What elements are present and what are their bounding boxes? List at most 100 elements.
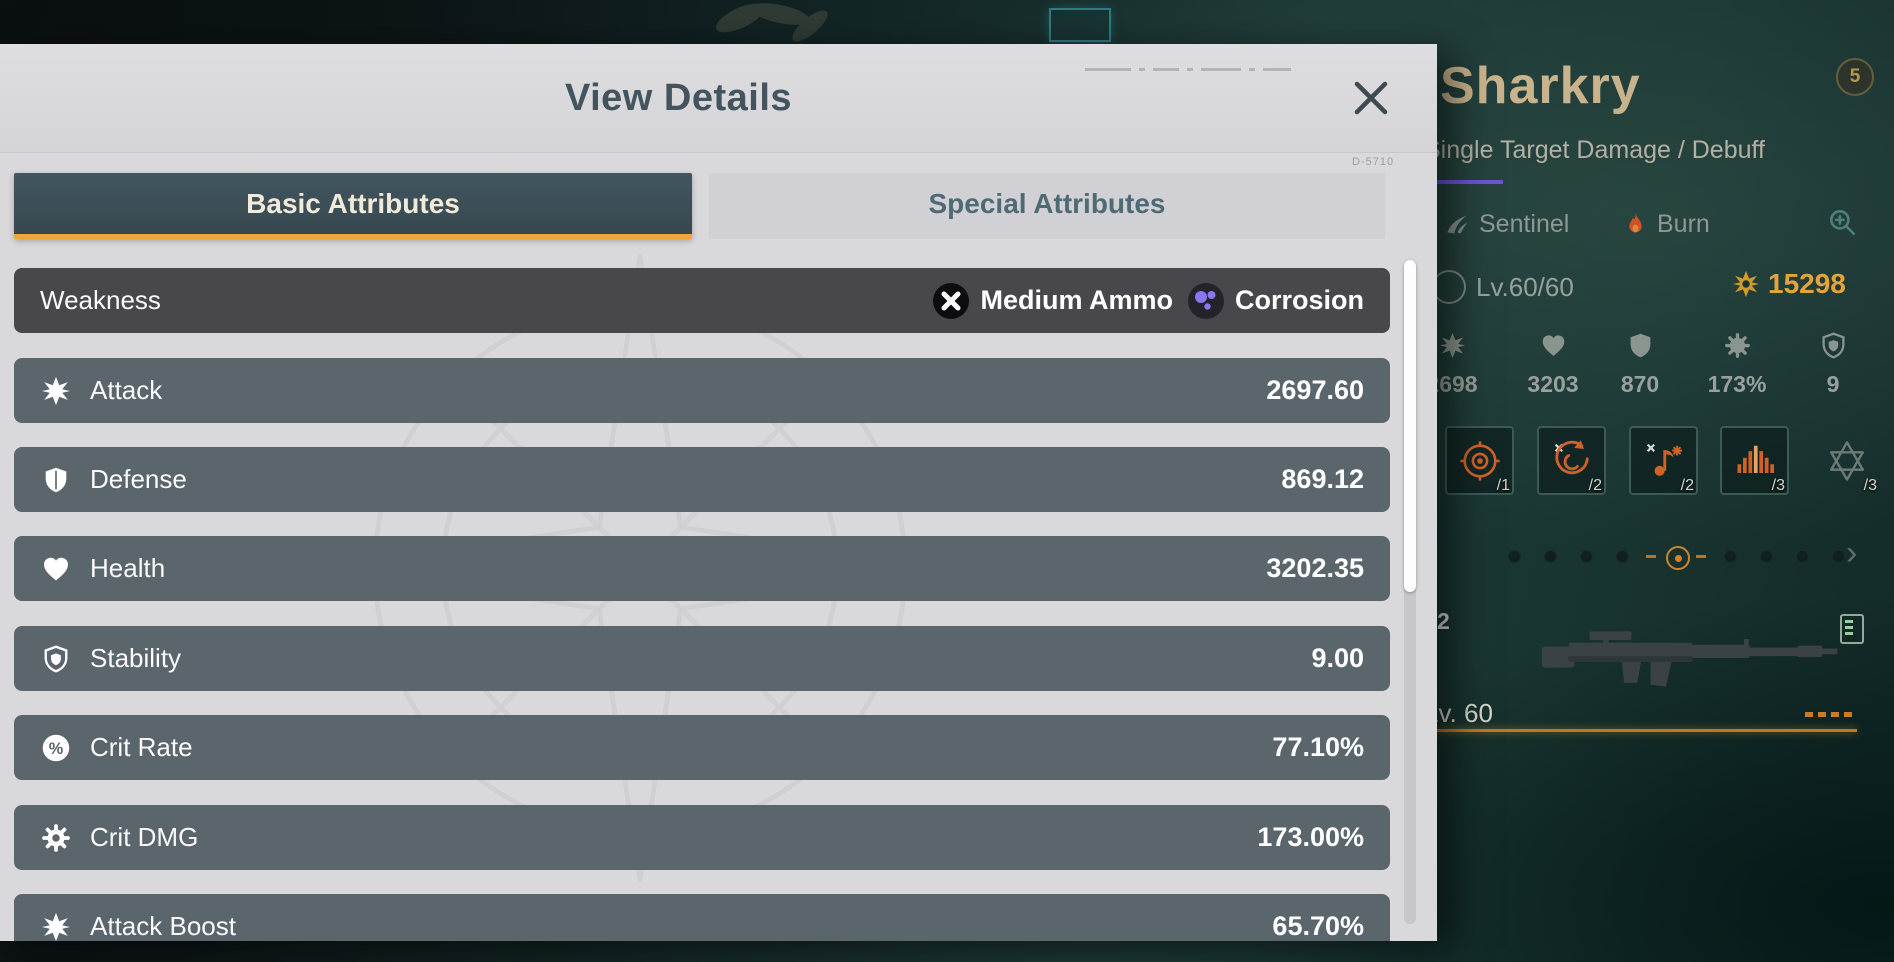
carousel-dot[interactable]	[1544, 550, 1557, 563]
crit-dmg-icon	[40, 822, 72, 854]
health-icon	[40, 553, 72, 585]
attribute-label: Health	[90, 553, 166, 583]
tag-label: Burn	[1657, 210, 1710, 238]
carousel-dot[interactable]	[1760, 550, 1773, 563]
hud-frame-decoration	[1049, 8, 1111, 42]
mod-count: /3	[1771, 477, 1785, 494]
attack-stat-icon	[1439, 332, 1465, 359]
attribute-label: Crit DMG	[90, 822, 199, 852]
attribute-value: 869.12	[1281, 464, 1364, 494]
mod-slot-reticle[interactable]: /1	[1445, 426, 1514, 495]
medium-ammo-icon	[933, 282, 970, 319]
attribute-label: Stability	[90, 643, 182, 673]
attribute-label: Attack Boost	[90, 911, 236, 941]
weapon-chip-icon[interactable]	[1840, 614, 1864, 644]
weakness-row: Weakness Medium Ammo Corrosion	[14, 268, 1390, 333]
tag-label: Sentinel	[1479, 210, 1570, 238]
carousel-active-dash	[1646, 555, 1656, 558]
tab-special-attributes[interactable]: Special Attributes	[709, 173, 1385, 239]
currency-icon	[1732, 270, 1760, 298]
view-details-modal: View Details D-5710 Basic Attribut	[0, 44, 1437, 941]
mod-slot-cyclone[interactable]: /2	[1537, 426, 1606, 495]
weapon-rifle-image[interactable]	[1540, 618, 1845, 700]
currency-display: 15298	[1732, 268, 1846, 300]
attribute-value: 173.00%	[1257, 822, 1364, 852]
tag-burn: Burn	[1622, 210, 1710, 239]
mod-slot-hexagram[interactable]: /3	[1812, 426, 1881, 495]
svg-text:%: %	[49, 739, 64, 757]
plant-silhouette	[716, 3, 828, 42]
attribute-row-crit-rate: % Crit Rate 77.10%	[14, 715, 1390, 780]
level-emblem	[1432, 270, 1466, 304]
attribute-row-attack-boost: Attack Boost 65.70%	[14, 894, 1390, 941]
stat-value: 3203	[1527, 371, 1579, 397]
rarity-badge: 5	[1836, 58, 1874, 96]
hexagram-mod-icon	[1829, 440, 1864, 481]
stat-stability: 9	[1798, 332, 1868, 398]
health-stat-icon	[1542, 335, 1564, 356]
attribute-label: Defense	[90, 464, 187, 494]
modal-header: View Details	[0, 44, 1437, 153]
element-accent-line	[1437, 180, 1503, 184]
music-note-mod-icon	[1646, 443, 1682, 476]
close-button[interactable]	[1343, 71, 1399, 127]
carousel-dot[interactable]	[1796, 550, 1809, 563]
reticle-mod-icon	[1459, 440, 1500, 481]
durability-pip	[1844, 712, 1852, 717]
close-icon	[1354, 81, 1388, 114]
tab-basic-attributes[interactable]: Basic Attributes	[14, 173, 692, 239]
attribute-value: 77.10%	[1272, 732, 1364, 762]
stat-crit-dmg: 173%	[1702, 332, 1772, 398]
equalizer-mod-icon	[1737, 445, 1774, 473]
stat-value: 870	[1620, 371, 1660, 397]
attack-icon	[40, 375, 72, 407]
carousel-dot[interactable]	[1508, 550, 1521, 563]
durability-pip	[1805, 712, 1813, 717]
mod-slot-resonance[interactable]: /2	[1629, 426, 1698, 495]
mod-count: /1	[1496, 477, 1510, 494]
corrosion-icon	[1187, 282, 1224, 319]
weakness-medium-ammo: Medium Ammo	[932, 282, 1173, 320]
carousel-dot[interactable]	[1832, 550, 1845, 563]
attribute-value: 9.00	[1311, 643, 1364, 673]
carousel-active-dash	[1696, 555, 1706, 558]
carousel-dot-active[interactable]	[1666, 546, 1690, 570]
zoom-magnifier-icon[interactable]	[1826, 206, 1858, 238]
character-level: Lv.60/60	[1476, 272, 1574, 302]
stat-value: 173%	[1707, 371, 1767, 397]
mod-count: /2	[1588, 477, 1602, 494]
attribute-value: 2697.60	[1266, 375, 1364, 405]
carousel-dot[interactable]	[1580, 550, 1593, 563]
burn-flame-icon	[1629, 213, 1642, 233]
mod-slot-equalizer[interactable]: /3	[1720, 426, 1789, 495]
section-divider-line	[1437, 729, 1857, 732]
build-code-watermark: D-5710	[1352, 156, 1395, 168]
weapon-fragment-text: 2	[1437, 608, 1450, 634]
attribute-label: Crit Rate	[90, 732, 193, 762]
carousel-dot[interactable]	[1616, 550, 1629, 563]
header-decorative-dashes	[1085, 68, 1291, 71]
weakness-item-label: Corrosion	[1234, 285, 1364, 315]
carousel-dot[interactable]	[1724, 550, 1737, 563]
durability-pip	[1831, 712, 1839, 717]
rarity-value: 5	[1849, 66, 1861, 87]
weakness-item-label: Medium Ammo	[980, 285, 1173, 315]
stat-value: 9	[1826, 371, 1840, 397]
attribute-value: 65.70%	[1272, 911, 1364, 941]
scrollbar-thumb[interactable]	[1404, 260, 1416, 592]
mod-count: /3	[1863, 477, 1877, 494]
carousel-next-chevron[interactable]: ›	[1846, 534, 1858, 572]
sentinel-icon	[1447, 215, 1468, 234]
attack-boost-icon	[40, 911, 72, 942]
attribute-row-health: Health 3202.35	[14, 536, 1390, 601]
stability-stat-icon	[1821, 332, 1845, 359]
currency-value: 15298	[1768, 268, 1846, 299]
cyclone-mod-icon	[1554, 439, 1589, 474]
scrollbar-track[interactable]	[1404, 260, 1416, 924]
attribute-row-defense: Defense 869.12	[14, 447, 1390, 512]
durability-pip	[1818, 712, 1826, 717]
tag-sentinel: Sentinel	[1444, 210, 1569, 239]
stability-icon	[40, 643, 72, 675]
